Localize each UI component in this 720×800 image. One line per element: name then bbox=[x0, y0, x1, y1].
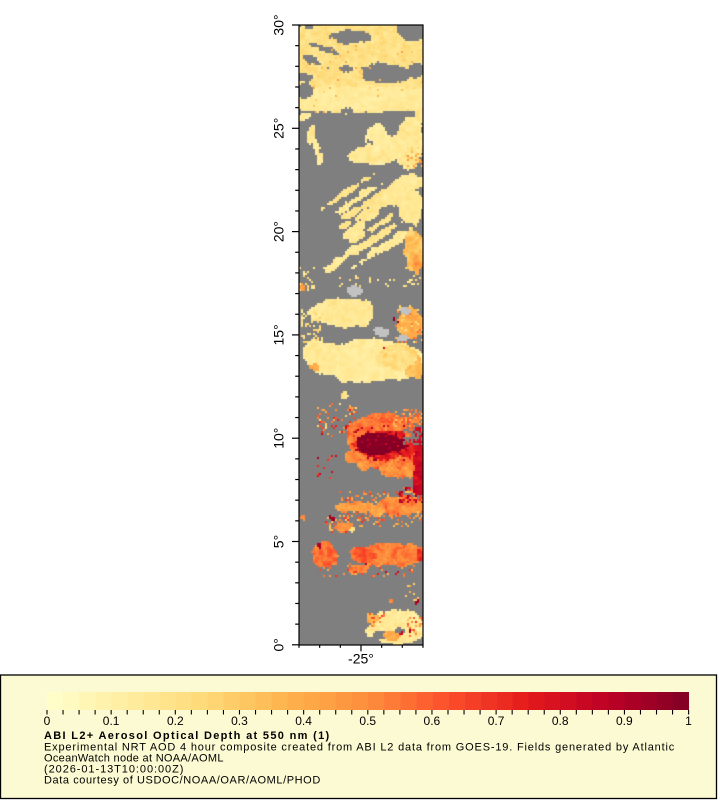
svg-text:Experimental NRT AOD 4 hour co: Experimental NRT AOD 4 hour composite cr… bbox=[44, 742, 675, 754]
svg-text:1: 1 bbox=[685, 714, 692, 728]
svg-text:0: 0 bbox=[44, 714, 51, 728]
svg-text:0.4: 0.4 bbox=[295, 714, 312, 728]
svg-text:0.3: 0.3 bbox=[231, 714, 248, 728]
svg-text:OceanWatch node at NOAA/AOML: OceanWatch node at NOAA/AOML bbox=[44, 753, 224, 765]
svg-text:0.9: 0.9 bbox=[616, 714, 633, 728]
svg-text:(2026-01-13T10:00:00Z): (2026-01-13T10:00:00Z) bbox=[44, 764, 184, 776]
svg-text:0.6: 0.6 bbox=[424, 714, 441, 728]
svg-text:ABI L2+ Aerosol Optical Depth: ABI L2+ Aerosol Optical Depth at 550 nm … bbox=[44, 730, 331, 742]
svg-text:25°: 25° bbox=[271, 118, 287, 139]
svg-text:Data courtesy of USDOC/NOAA/OA: Data courtesy of USDOC/NOAA/OAR/AOML/PHO… bbox=[44, 775, 321, 787]
svg-text:15°: 15° bbox=[271, 324, 287, 345]
svg-text:0.8: 0.8 bbox=[552, 714, 569, 728]
svg-text:0.2: 0.2 bbox=[167, 714, 184, 728]
svg-text:-25°: -25° bbox=[348, 651, 374, 667]
svg-text:0.1: 0.1 bbox=[103, 714, 120, 728]
svg-text:5°: 5° bbox=[271, 535, 287, 548]
svg-text:0.7: 0.7 bbox=[488, 714, 505, 728]
svg-text:20°: 20° bbox=[271, 221, 287, 242]
svg-text:10°: 10° bbox=[271, 428, 287, 449]
svg-text:30°: 30° bbox=[271, 14, 287, 35]
svg-text:0.5: 0.5 bbox=[359, 714, 376, 728]
svg-text:0°: 0° bbox=[271, 638, 287, 651]
